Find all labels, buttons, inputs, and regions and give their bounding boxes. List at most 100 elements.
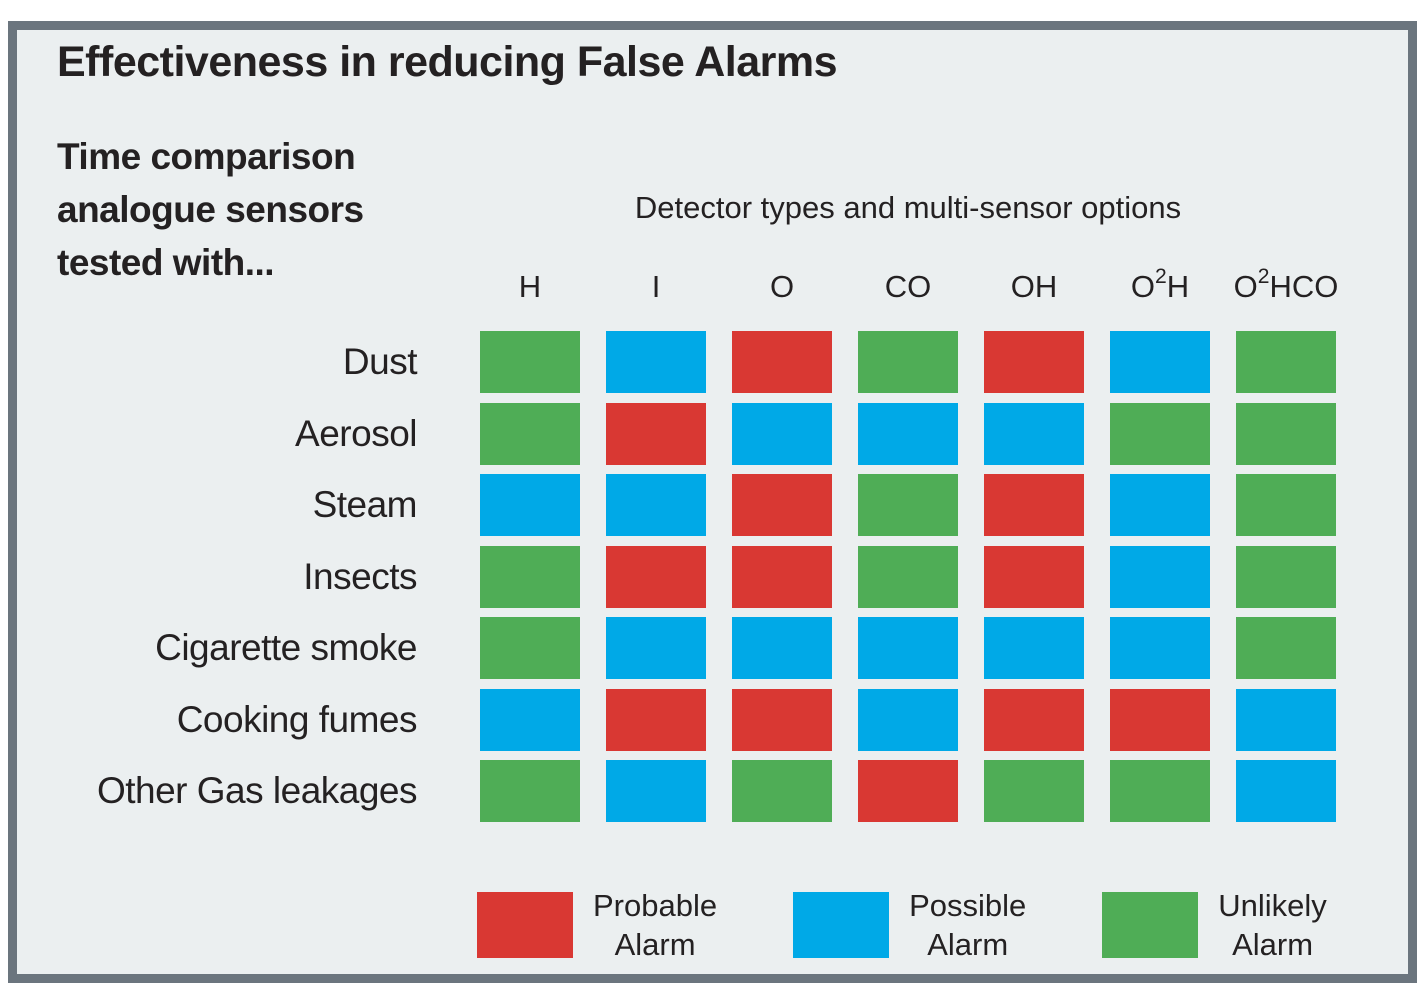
cell-swatch-unlikely [858, 545, 958, 608]
legend-swatch-possible [793, 892, 890, 958]
cell-swatch-possible [984, 402, 1084, 465]
cell-swatch-probable [606, 545, 706, 608]
legend-item-unlikely: Unlikely Alarm [1102, 886, 1327, 964]
matrix-cell [719, 470, 845, 542]
cell-swatch-probable [732, 474, 832, 537]
legend: Probable Alarm Possible Alarm Unlikely Alarm [477, 886, 1327, 964]
row-label: Cooking fumes [176, 698, 418, 740]
matrix-cell [845, 684, 971, 756]
column-header-H: H [518, 268, 542, 304]
cell-swatch-probable [984, 545, 1084, 608]
matrix-cell [971, 398, 1097, 470]
row-label: Steam [312, 484, 418, 526]
cell-swatch-possible [984, 617, 1084, 680]
cell-swatch-possible [858, 688, 958, 751]
row-label: Cigarette smoke [155, 627, 417, 669]
matrix-corner-spacer [17, 255, 467, 327]
subtitle-line: tested with... [57, 242, 275, 283]
matrix-cell [467, 398, 593, 470]
legend-swatch-unlikely [1102, 892, 1199, 958]
matrix-cell [1097, 470, 1223, 542]
cell-swatch-possible [1110, 617, 1210, 680]
cell-swatch-probable [984, 331, 1084, 394]
cell-swatch-unlikely [480, 760, 580, 823]
cell-swatch-possible [480, 474, 580, 537]
cell-swatch-probable [606, 402, 706, 465]
chart-title: Effectiveness in reducing False Alarms [57, 38, 838, 86]
matrix-cell [593, 684, 719, 756]
row-label: Other Gas leakages [96, 770, 418, 812]
column-header-I: I [651, 268, 661, 304]
column-header-O2HCO: O 2 HCO [1233, 265, 1339, 304]
matrix-cell [1097, 684, 1223, 756]
cell-swatch-probable [1110, 688, 1210, 751]
cell-swatch-possible [480, 688, 580, 751]
cell-swatch-unlikely [1110, 760, 1210, 823]
matrix-cell [719, 398, 845, 470]
cell-swatch-possible [1110, 474, 1210, 537]
cell-swatch-unlikely [1236, 331, 1336, 394]
matrix-cell [719, 756, 845, 828]
matrix-cell [1223, 613, 1349, 685]
cell-swatch-unlikely [480, 402, 580, 465]
cell-swatch-probable [984, 688, 1084, 751]
matrix-cell [971, 684, 1097, 756]
matrix-cell [593, 756, 719, 828]
matrix-cell [845, 613, 971, 685]
matrix-cell [1097, 398, 1223, 470]
cell-swatch-possible [1110, 545, 1210, 608]
matrix-cell [467, 541, 593, 613]
subtitle-line: Time comparison [57, 136, 356, 177]
cell-swatch-unlikely [1236, 617, 1336, 680]
legend-item-possible: Possible Alarm [793, 886, 1026, 964]
cell-swatch-unlikely [858, 331, 958, 394]
matrix-cell [845, 398, 971, 470]
matrix-cell [719, 327, 845, 399]
cell-swatch-possible [732, 617, 832, 680]
cell-swatch-unlikely [984, 760, 1084, 823]
cell-swatch-probable [732, 331, 832, 394]
column-header-OH: OH [1010, 268, 1058, 304]
matrix-header: Detector types and multi-sensor options [634, 190, 1182, 225]
matrix-cell [719, 684, 845, 756]
cell-swatch-possible [606, 617, 706, 680]
matrix-cell [971, 613, 1097, 685]
column-header-CO: CO [884, 268, 932, 304]
cell-swatch-possible [1110, 331, 1210, 394]
cell-swatch-possible [1236, 688, 1336, 751]
matrix-cell [1097, 541, 1223, 613]
cell-swatch-unlikely [480, 545, 580, 608]
matrix-cell [845, 541, 971, 613]
cell-swatch-probable [732, 688, 832, 751]
matrix-cell [1223, 470, 1349, 542]
matrix-cell [719, 613, 845, 685]
cell-swatch-unlikely [1236, 402, 1336, 465]
cell-swatch-probable [606, 688, 706, 751]
legend-label: Probable Alarm [593, 888, 718, 962]
cell-swatch-unlikely [1110, 402, 1210, 465]
row-label: Aerosol [295, 412, 417, 454]
matrix-cell [593, 470, 719, 542]
matrix-cell [971, 756, 1097, 828]
cell-swatch-possible [858, 617, 958, 680]
cell-swatch-unlikely [480, 331, 580, 394]
cell-swatch-unlikely [480, 617, 580, 680]
matrix-cell [593, 613, 719, 685]
cell-swatch-unlikely [1236, 474, 1336, 537]
matrix-grid: H I O CO OH O 2 H O 2 HCO Dust Aerosol Steam Insects Ci… [17, 255, 1349, 827]
cell-swatch-possible [606, 760, 706, 823]
matrix-cell [593, 398, 719, 470]
matrix-cell [1097, 327, 1223, 399]
matrix-cell [1223, 327, 1349, 399]
matrix-cell [1097, 756, 1223, 828]
matrix-cell [1223, 684, 1349, 756]
cell-swatch-possible [858, 402, 958, 465]
row-label: Dust [342, 341, 418, 383]
row-label: Insects [303, 555, 417, 597]
legend-label: Unlikely Alarm [1218, 888, 1327, 962]
matrix-cell [845, 327, 971, 399]
matrix-cell [467, 327, 593, 399]
cell-swatch-unlikely [732, 760, 832, 823]
